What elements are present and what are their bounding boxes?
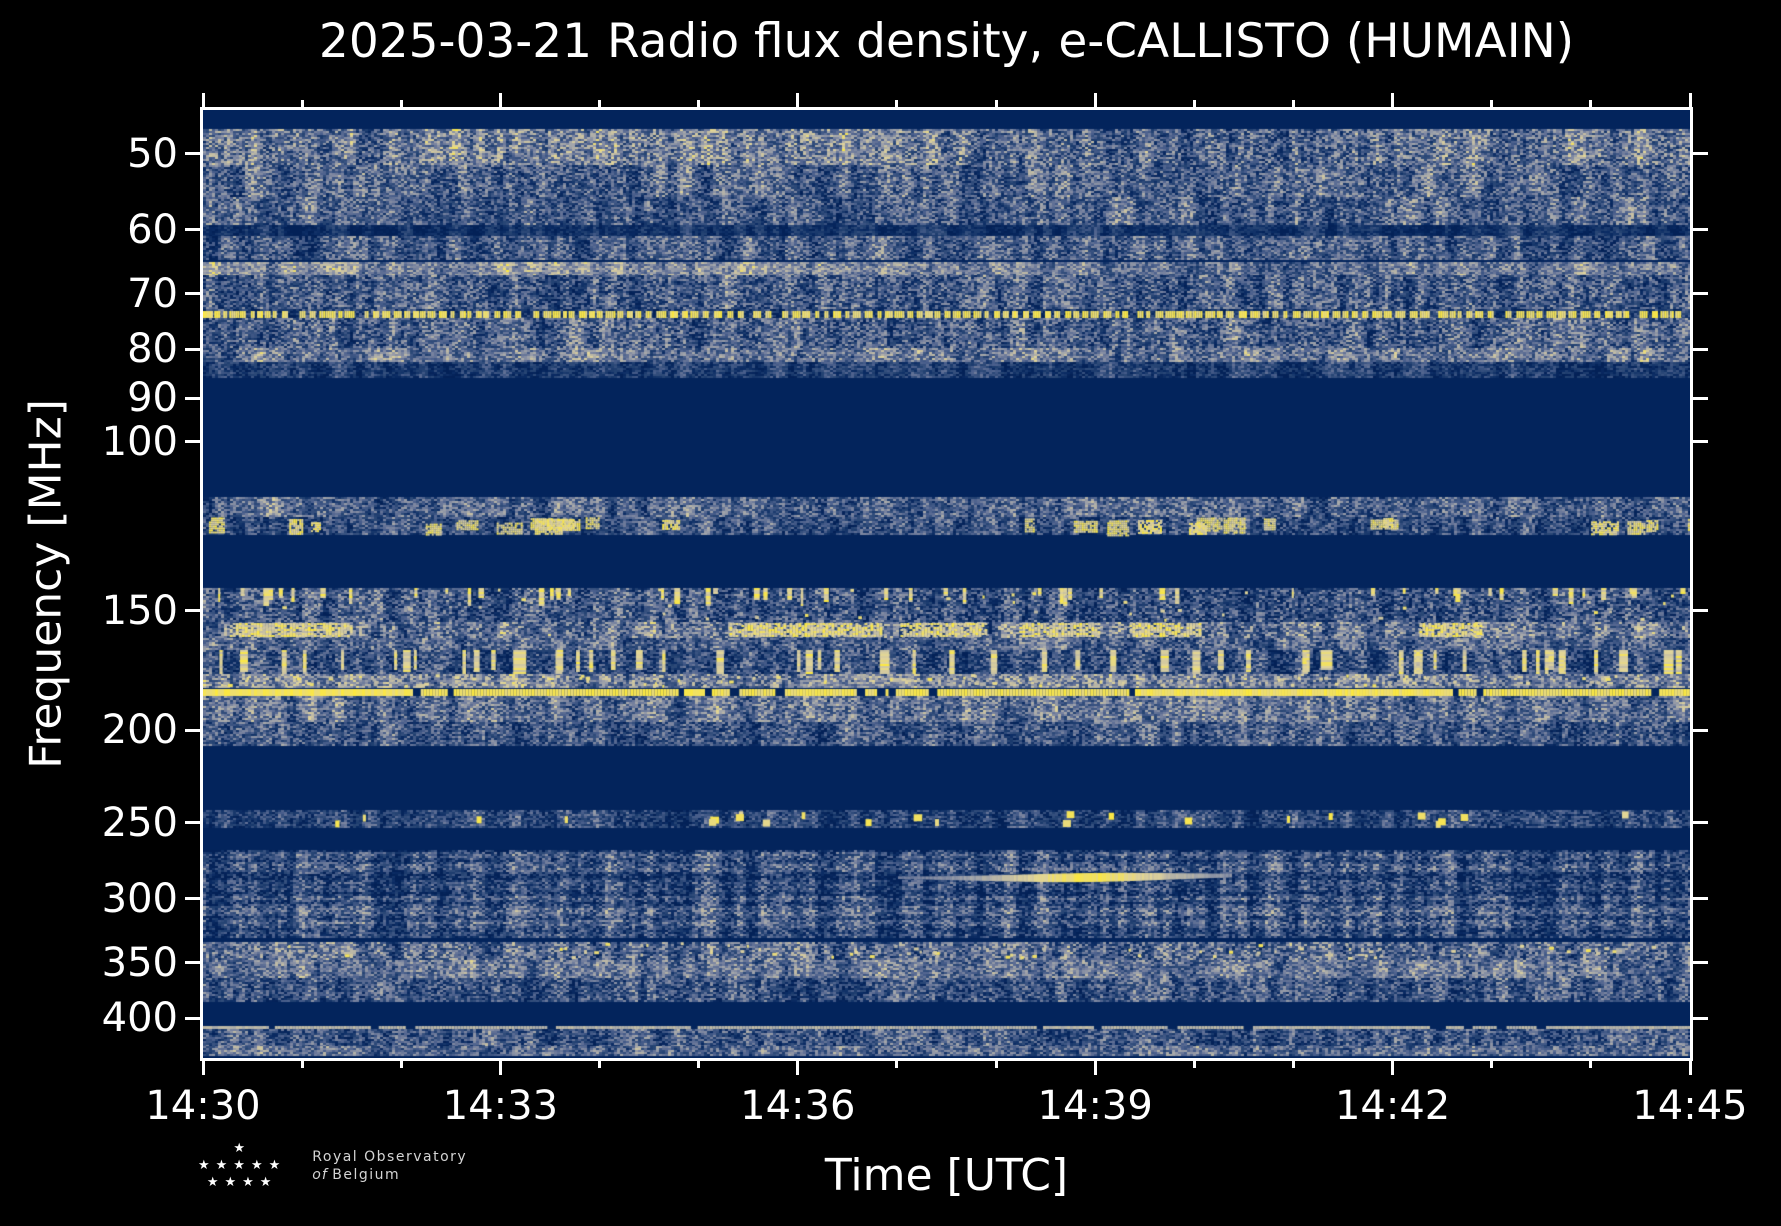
y-tick-label: 350 <box>101 939 178 986</box>
y-tick <box>1693 396 1708 400</box>
y-tick <box>185 961 200 965</box>
y-tick <box>185 728 200 732</box>
y-tick <box>1693 347 1708 351</box>
x-tick <box>1589 1061 1593 1068</box>
spectrogram-canvas <box>203 110 1690 1058</box>
y-tick <box>185 347 200 351</box>
x-tick <box>994 1061 998 1068</box>
rob-logo-text: Royal Observatory of Belgium <box>312 1148 467 1184</box>
y-tick <box>1693 440 1708 444</box>
x-tick <box>1192 100 1196 107</box>
y-tick <box>1693 897 1708 901</box>
logo-line1: Royal Observatory <box>312 1148 468 1165</box>
x-tick-label: 14:39 <box>1037 1083 1153 1129</box>
y-tick-label: 80 <box>127 326 178 373</box>
y-tick <box>185 821 200 825</box>
star-icon-row: ★★★★ <box>206 1175 278 1190</box>
x-tick <box>1589 100 1593 107</box>
star-icon-row: ★ <box>233 1141 251 1156</box>
x-tick <box>895 1061 899 1068</box>
x-tick <box>1093 93 1097 107</box>
x-tick-label: 14:45 <box>1632 1083 1748 1129</box>
x-tick <box>300 1061 304 1068</box>
rob-logo-stars-icon: ★ ★★★★★ ★★★★ <box>192 1140 286 1191</box>
y-tick <box>1693 728 1708 732</box>
y-tick <box>185 897 200 901</box>
y-tick-label: 400 <box>101 995 178 1042</box>
y-tick <box>1693 152 1708 156</box>
figure-title: 2025-03-21 Radio flux density, e-CALLIST… <box>318 14 1575 69</box>
y-tick <box>185 609 200 613</box>
x-tick <box>399 1061 403 1068</box>
y-tick <box>1693 961 1708 965</box>
x-tick <box>201 1061 205 1075</box>
x-tick <box>1391 93 1395 107</box>
x-tick <box>697 100 701 107</box>
y-tick-label: 200 <box>101 707 178 754</box>
x-tick <box>201 93 205 107</box>
logo-line2: of Belgium <box>312 1166 401 1183</box>
plot-frame <box>200 107 1693 1061</box>
rob-logo: ★ ★★★★★ ★★★★ Royal Observatory of Belgium <box>192 1140 467 1191</box>
x-tick <box>1490 100 1494 107</box>
x-tick <box>697 1061 701 1068</box>
y-tick-label: 300 <box>101 875 178 922</box>
y-tick <box>1693 292 1708 296</box>
x-tick <box>796 93 800 107</box>
x-tick <box>1391 1061 1395 1075</box>
x-tick <box>1688 93 1692 107</box>
x-tick <box>598 1061 602 1068</box>
y-tick <box>1693 1016 1708 1020</box>
x-tick <box>1093 1061 1097 1075</box>
x-tick <box>1291 1061 1295 1068</box>
x-tick <box>399 100 403 107</box>
y-tick <box>1693 228 1708 232</box>
y-tick-label: 60 <box>127 206 178 253</box>
star-icon-row: ★★★★★ <box>198 1158 287 1173</box>
y-tick-label: 90 <box>127 375 178 422</box>
y-tick <box>1693 609 1708 613</box>
x-tick <box>300 100 304 107</box>
y-tick-label: 150 <box>101 587 178 634</box>
x-axis-label: Time [UTC] <box>824 1150 1069 1201</box>
y-tick-label: 100 <box>101 418 178 465</box>
x-tick <box>598 100 602 107</box>
y-tick <box>185 228 200 232</box>
x-tick <box>796 1061 800 1075</box>
y-tick <box>185 396 200 400</box>
y-tick-label: 50 <box>127 130 178 177</box>
y-tick <box>185 440 200 444</box>
x-tick-label: 14:30 <box>145 1083 261 1129</box>
x-tick <box>1490 1061 1494 1068</box>
x-tick <box>1192 1061 1196 1068</box>
y-tick-label: 70 <box>127 270 178 317</box>
x-tick <box>498 93 502 107</box>
x-tick <box>498 1061 502 1075</box>
x-tick <box>1291 100 1295 107</box>
x-tick-label: 14:42 <box>1334 1083 1451 1129</box>
x-tick <box>895 100 899 107</box>
x-tick <box>994 100 998 107</box>
y-tick <box>185 1016 200 1020</box>
x-tick <box>1688 1061 1692 1075</box>
y-tick-label: 250 <box>101 799 178 846</box>
y-tick <box>1693 821 1708 825</box>
y-tick <box>185 292 200 296</box>
y-tick <box>185 152 200 156</box>
x-tick-label: 14:36 <box>740 1083 856 1129</box>
x-tick-label: 14:33 <box>442 1083 559 1129</box>
